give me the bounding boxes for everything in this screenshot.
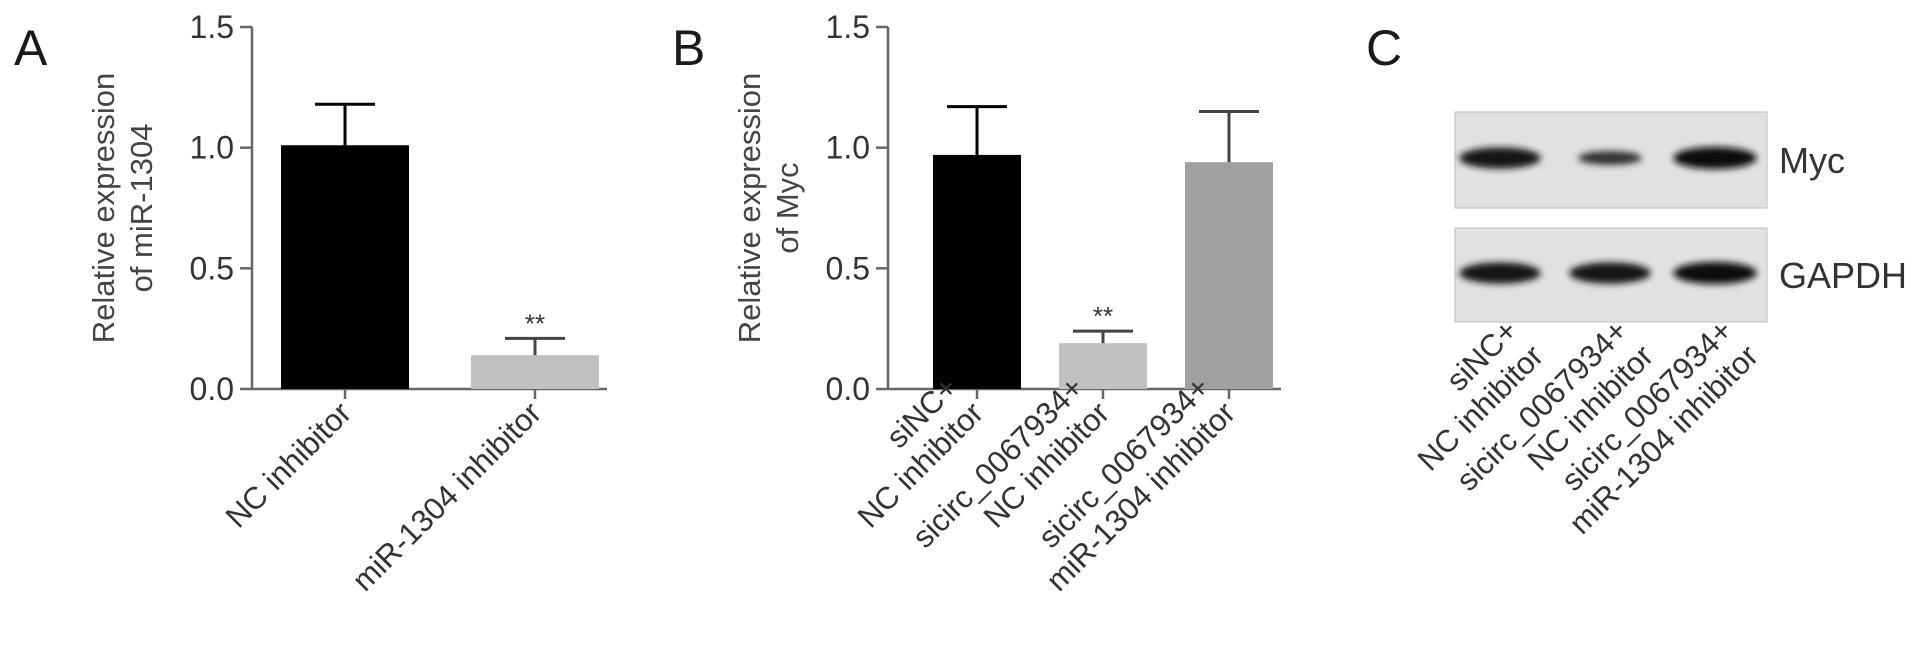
- panel-letter-b: B: [672, 20, 705, 76]
- blot-band: [1569, 262, 1651, 284]
- bar: [1185, 162, 1273, 389]
- blot-band: [1673, 146, 1757, 170]
- blot-band: [1578, 150, 1642, 166]
- bar: [471, 355, 599, 389]
- y-tick-label: 1.5: [826, 9, 870, 45]
- y-axis-title: Relative expression: [732, 73, 767, 344]
- y-tick-label: 1.0: [190, 130, 234, 166]
- blot-band-label: Myc: [1779, 140, 1845, 181]
- blot-band: [1459, 262, 1541, 284]
- y-tick-label: 1.5: [190, 9, 234, 45]
- blot-band: [1459, 147, 1541, 169]
- y-tick-label: 0.0: [190, 371, 234, 407]
- significance-marker: **: [1093, 301, 1113, 331]
- bar: [1059, 343, 1147, 389]
- y-axis-title: of miR-1304: [124, 124, 159, 293]
- y-axis-title: of Myc: [770, 162, 805, 253]
- significance-marker: **: [525, 308, 545, 338]
- y-axis-title: Relative expression: [86, 73, 121, 344]
- chart-panel-a: A 0.0 0.5 1.0 1.5 Relative expression of miR-…: [14, 9, 607, 598]
- y-tick-label: 0.5: [190, 250, 234, 286]
- bar: [281, 145, 409, 389]
- blot-band-label: GAPDH: [1779, 255, 1907, 296]
- category-label: NC inhibitor: [219, 395, 358, 534]
- panel-letter-c: C: [1366, 20, 1402, 76]
- y-tick-label: 1.0: [826, 130, 870, 166]
- category-label: miR-1304 inhibitor: [345, 395, 548, 598]
- blot-band: [1673, 261, 1757, 285]
- y-tick-label: 0.5: [826, 250, 870, 286]
- panel-letter-a: A: [14, 20, 48, 76]
- bar: [933, 154, 1021, 389]
- y-tick-label: 0.0: [826, 371, 870, 407]
